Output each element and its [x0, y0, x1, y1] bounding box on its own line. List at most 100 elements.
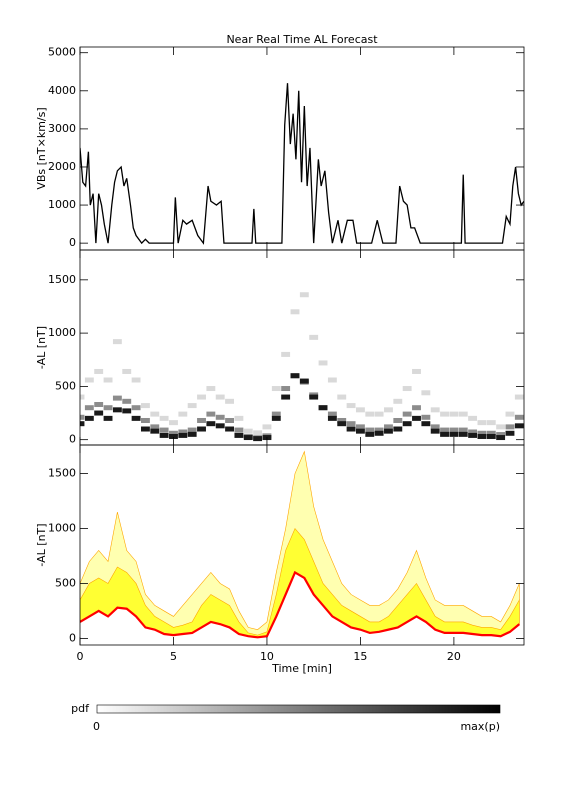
- pdf-cell: [346, 421, 356, 427]
- x-tick-label: 0: [77, 650, 84, 663]
- pdf-cell: [458, 427, 468, 433]
- x-tick-label: 15: [353, 650, 367, 663]
- pdf-cell: [337, 394, 347, 400]
- pdf-cell: [80, 414, 85, 420]
- pdf-cell: [486, 420, 496, 426]
- pdf-cell: [468, 415, 478, 421]
- pdf-cell: [262, 424, 272, 430]
- pdf-cell: [169, 433, 178, 439]
- colorbar-min: 0: [93, 720, 100, 733]
- pdf-cell: [440, 431, 449, 437]
- pdf-cell: [458, 431, 468, 437]
- y-tick-label: 2000: [48, 160, 76, 173]
- pdf-cell: [122, 408, 132, 414]
- y-axis-label: -AL [nT]: [35, 326, 48, 369]
- pdf-cell: [197, 426, 206, 432]
- y-tick-label: 1500: [48, 467, 76, 480]
- pdf-cell: [94, 368, 104, 374]
- pdf-cell: [468, 429, 478, 435]
- y-tick-label: 3000: [48, 122, 76, 135]
- y-axis-label: VBs [nT×km/s]: [35, 107, 48, 189]
- pdf-cell: [84, 405, 94, 411]
- pdf-cell: [80, 421, 85, 427]
- pdf-cell: [430, 424, 440, 430]
- pdf-cell: [505, 411, 515, 417]
- pdf-cell: [290, 373, 300, 379]
- pdf-cell: [215, 394, 225, 400]
- pdf-cell: [384, 428, 393, 434]
- pdf-cell: [337, 417, 347, 423]
- pdf-cell: [84, 377, 94, 383]
- pdf-cell: [271, 415, 281, 421]
- pdf-cell: [365, 411, 375, 417]
- pdf-cell: [421, 414, 431, 420]
- pdf-cell: [225, 426, 234, 432]
- pdf-cell: [80, 394, 85, 400]
- pdf-cell: [243, 435, 253, 441]
- pdf-cell: [468, 432, 478, 438]
- colorbar-label: pdf: [71, 702, 90, 715]
- pdf-cell: [178, 429, 188, 435]
- pdf-cell: [486, 430, 496, 436]
- pdf-cell: [94, 410, 104, 416]
- pdf-cell: [402, 411, 412, 417]
- pdf-cell: [234, 427, 244, 433]
- pdf-cell: [496, 432, 506, 438]
- pdf-cell: [449, 427, 459, 433]
- pdf-cell: [225, 398, 234, 404]
- plot-area: [80, 83, 524, 245]
- pdf-cell: [159, 415, 169, 421]
- median-line: [80, 570, 521, 639]
- pdf-cell: [355, 428, 365, 434]
- pdf-cell: [477, 420, 487, 426]
- y-tick-label: 1000: [48, 198, 76, 211]
- y-tick-label: 0: [69, 433, 76, 446]
- pdf-cell: [234, 432, 244, 438]
- x-tick-label: 10: [260, 650, 274, 663]
- pdf-cell: [243, 428, 253, 434]
- y-tick-label: 500: [55, 576, 76, 589]
- pdf-cell: [412, 415, 421, 421]
- pdf-cell: [131, 415, 141, 421]
- pdf-cell: [346, 403, 356, 409]
- pdf-cell: [374, 411, 384, 417]
- pdf-cell: [346, 426, 356, 432]
- panel-frame: [79, 46, 525, 251]
- pdf-cell: [94, 402, 104, 408]
- colorbar-max: max(p): [460, 720, 500, 733]
- pdf-cell: [384, 407, 393, 413]
- pdf-cell: [140, 417, 150, 423]
- pdf-cell: [103, 405, 113, 411]
- pdf-cell: [215, 414, 225, 420]
- y-tick-label: 5000: [48, 46, 76, 59]
- y-tick-label: 500: [55, 379, 76, 392]
- pdf-cell: [234, 415, 244, 421]
- chart-title: Near Real Time AL Forecast: [226, 33, 378, 46]
- pdf-cell: [365, 431, 375, 437]
- pdf-cell: [440, 427, 449, 433]
- y-tick-label: 1500: [48, 273, 76, 286]
- pdf-cell: [374, 430, 384, 436]
- y-tick-label: 0: [69, 631, 76, 644]
- pdf-cell: [318, 405, 328, 411]
- x-axis-label: Time [min]: [271, 662, 332, 675]
- pdf-cell: [122, 398, 132, 404]
- pdf-cell: [449, 431, 459, 437]
- y-tick-label: 0: [69, 236, 76, 249]
- pdf-cell: [169, 430, 178, 436]
- pdf-cell: [159, 432, 169, 438]
- pdf-cell: [206, 411, 216, 417]
- pdf-cell: [365, 427, 375, 433]
- pdf-cell: [84, 415, 94, 421]
- pdf-cell: [412, 405, 421, 411]
- pdf-cell: [112, 339, 122, 345]
- y-tick-label: 1000: [48, 522, 76, 535]
- pdf-cell: [309, 334, 319, 340]
- pdf-cell: [393, 417, 403, 423]
- pdf-cell: [327, 377, 337, 383]
- pdf-cell: [271, 386, 281, 392]
- pdf-cell: [299, 292, 309, 298]
- pdf-cell: [384, 424, 393, 430]
- pdf-cell: [327, 415, 337, 421]
